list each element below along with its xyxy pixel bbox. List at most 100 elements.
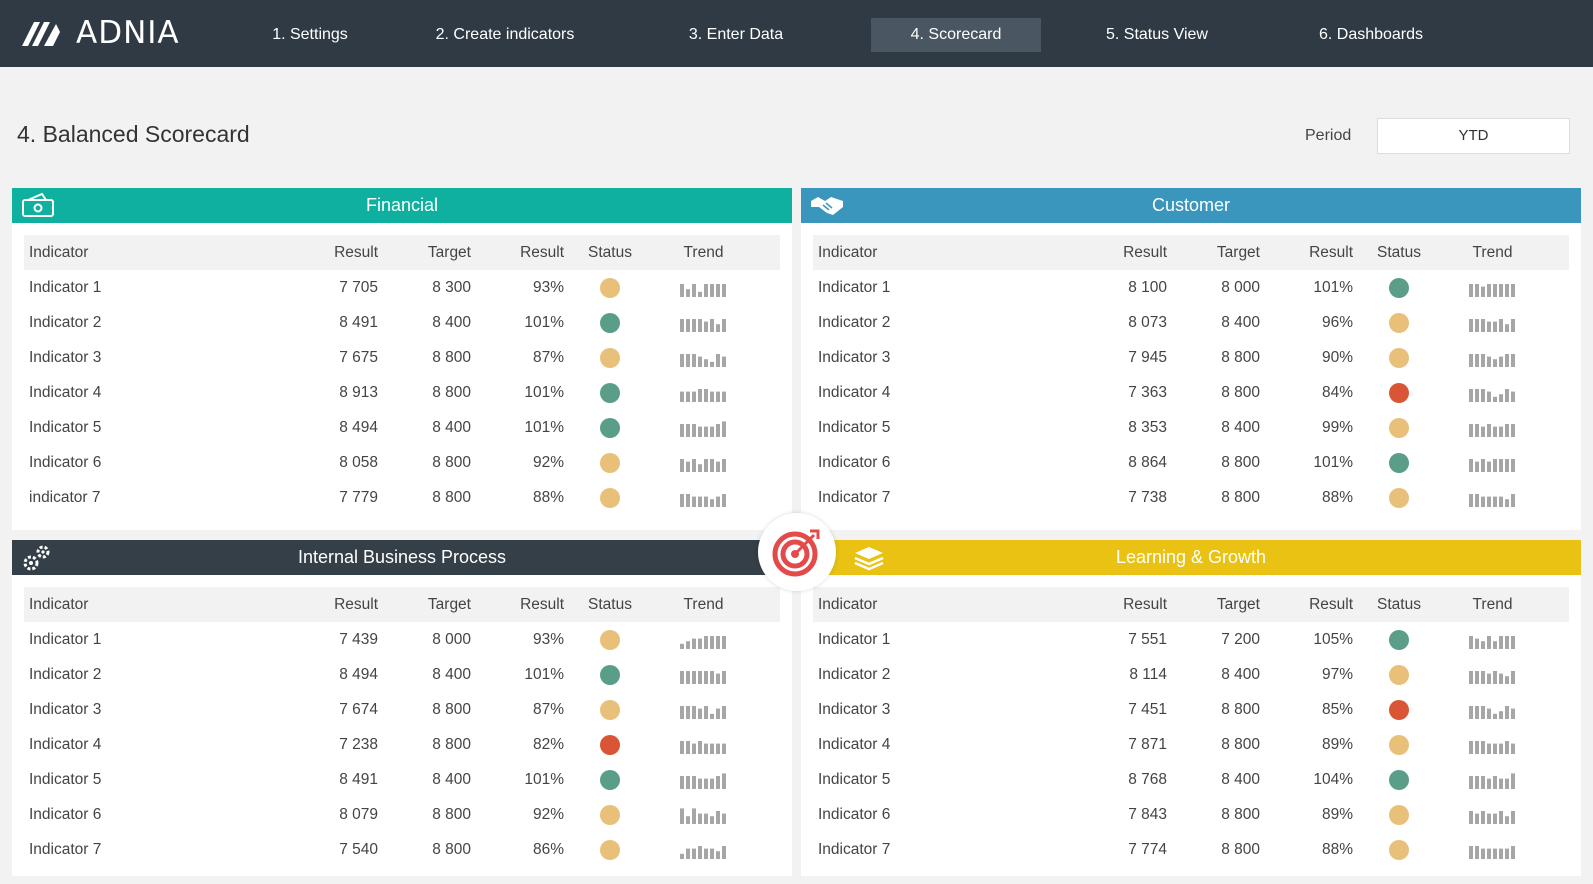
trend-bar [1474, 353, 1479, 367]
target-value: 8 400 [432, 313, 471, 331]
trend-bar [685, 288, 690, 297]
table-row[interactable]: Indicator 2 8 491 8 400 101% [24, 305, 780, 340]
result-value: 7 774 [1128, 840, 1167, 858]
trend-bar [1510, 493, 1515, 507]
table-row[interactable]: Indicator 5 8 768 8 400 104% [813, 762, 1569, 797]
trend-bar [709, 283, 714, 297]
trend-bar [1468, 388, 1473, 402]
trend-bar [1480, 775, 1485, 789]
table-row[interactable]: Indicator 4 7 363 8 800 84% [813, 375, 1569, 410]
top-navigation-bar: ADNIA 1. Settings 2. Create indicators 3… [0, 0, 1593, 67]
trend-bar [697, 356, 702, 367]
trend-bar [697, 813, 702, 824]
status-dot-icon [600, 839, 620, 860]
trend-bar [715, 423, 720, 437]
table-row[interactable]: Indicator 1 7 705 8 300 93% [24, 270, 780, 305]
table-row[interactable]: Indicator 5 8 353 8 400 99% [813, 410, 1569, 445]
col-status-header: Status [1377, 595, 1421, 613]
trend-bar [1468, 705, 1473, 719]
table-row[interactable]: Indicator 5 8 494 8 400 101% [24, 410, 780, 445]
col-status-header: Status [1377, 243, 1421, 261]
trend-bar [1510, 708, 1515, 719]
target-value: 8 800 [1221, 735, 1260, 753]
status-cell [1353, 769, 1445, 790]
gears-icon [23, 545, 50, 571]
financial-header: Financial [12, 188, 792, 223]
trend-bar [1492, 775, 1497, 789]
table-row[interactable]: Indicator 2 8 494 8 400 101% [24, 657, 780, 692]
table-row[interactable]: Indicator 3 7 675 8 800 87% [24, 340, 780, 375]
trend-bar [1468, 670, 1473, 684]
nav-scorecard[interactable]: 4. Scorecard [871, 18, 1041, 52]
table-row[interactable]: Indicator 6 8 058 8 800 92% [24, 445, 780, 480]
trend-cell [1445, 736, 1540, 754]
trend-bar [1504, 740, 1509, 754]
trend-bar [709, 318, 714, 332]
trend-bar [715, 743, 720, 754]
page-title: 4. Balanced Scorecard [17, 121, 250, 147]
result-value: 7 871 [1128, 735, 1167, 753]
table-row[interactable]: Indicator 4 7 871 8 800 89% [813, 727, 1569, 762]
table-row[interactable]: Indicator 6 8 079 8 800 92% [24, 797, 780, 832]
trend-bar [1504, 848, 1509, 859]
nav-settings[interactable]: 1. Settings [272, 26, 348, 43]
table-row[interactable]: Indicator 1 7 551 7 200 105% [813, 622, 1569, 657]
table-row[interactable]: Indicator 6 7 843 8 800 89% [813, 797, 1569, 832]
table-row[interactable]: Indicator 2 8 073 8 400 96% [813, 305, 1569, 340]
trend-cell [656, 631, 751, 649]
result-percent: 101% [524, 418, 564, 436]
target-value: 8 800 [1221, 700, 1260, 718]
trend-bar [709, 458, 714, 472]
table-header: Indicator Result Target Result Status Trend [24, 235, 780, 270]
table-row[interactable]: Indicator 6 8 864 8 800 101% [813, 445, 1569, 480]
col-target-header: Target [427, 595, 471, 613]
result-value: 8 073 [1128, 313, 1167, 331]
nav-dashboards[interactable]: 6. Dashboards [1318, 26, 1424, 43]
handshake-icon [811, 197, 843, 215]
trend-bar [685, 423, 690, 437]
trend-cell [1445, 349, 1540, 367]
table-row[interactable]: Indicator 3 7 674 8 800 87% [24, 692, 780, 727]
status-cell [1353, 452, 1445, 473]
table-row[interactable]: Indicator 7 7 540 8 800 86% [24, 832, 780, 867]
trend-sparkline [1468, 458, 1515, 472]
status-dot-icon [1389, 347, 1409, 368]
status-dot-icon [600, 347, 620, 368]
trend-bar [1468, 810, 1473, 824]
trend-bar [1486, 743, 1491, 754]
trend-bar [1498, 810, 1503, 824]
nav-enter-data[interactable]: 3. Enter Data [688, 26, 784, 43]
trend-sparkline [1468, 740, 1515, 754]
trend-cell [656, 841, 751, 859]
table-row[interactable]: Indicator 4 7 238 8 800 82% [24, 727, 780, 762]
trend-bar [1468, 353, 1473, 367]
table-row[interactable]: Indicator 1 7 439 8 000 93% [24, 622, 780, 657]
trend-bar [1504, 815, 1509, 824]
table-row[interactable]: Indicator 3 7 451 8 800 85% [813, 692, 1569, 727]
adnia-logo-icon [22, 22, 60, 46]
col-result-header: Result [1123, 595, 1167, 613]
trend-bar [1492, 813, 1497, 824]
table-row[interactable]: Indicator 7 7 738 8 800 88% [813, 480, 1569, 515]
indicator-name: Indicator 2 [29, 665, 102, 683]
trend-bar [697, 670, 702, 684]
table-row[interactable]: Indicator 1 8 100 8 000 101% [813, 270, 1569, 305]
trend-bar [1468, 318, 1473, 332]
trend-bar [1468, 740, 1473, 754]
nav-status-view[interactable]: 5. Status View [1106, 26, 1208, 43]
nav-create-indicators[interactable]: 2. Create indicators [435, 26, 575, 43]
target-value: 8 800 [1221, 805, 1260, 823]
trend-bar [703, 705, 708, 719]
table-row[interactable]: Indicator 2 8 114 8 400 97% [813, 657, 1569, 692]
table-row[interactable]: Indicator 7 7 774 8 800 88% [813, 832, 1569, 867]
trend-bar [1510, 318, 1515, 332]
trend-bar [703, 283, 708, 297]
app-logo[interactable]: ADNIA [20, 15, 180, 51]
trend-bar [1504, 498, 1509, 507]
table-row[interactable]: Indicator 3 7 945 8 800 90% [813, 340, 1569, 375]
table-row[interactable]: Indicator 5 8 491 8 400 101% [24, 762, 780, 797]
period-select[interactable]: YTD [1377, 118, 1570, 154]
table-row[interactable]: Indicator 4 8 913 8 800 101% [24, 375, 780, 410]
trend-bar [1474, 775, 1479, 789]
table-row[interactable]: indicator 7 7 779 8 800 88% [24, 480, 780, 515]
